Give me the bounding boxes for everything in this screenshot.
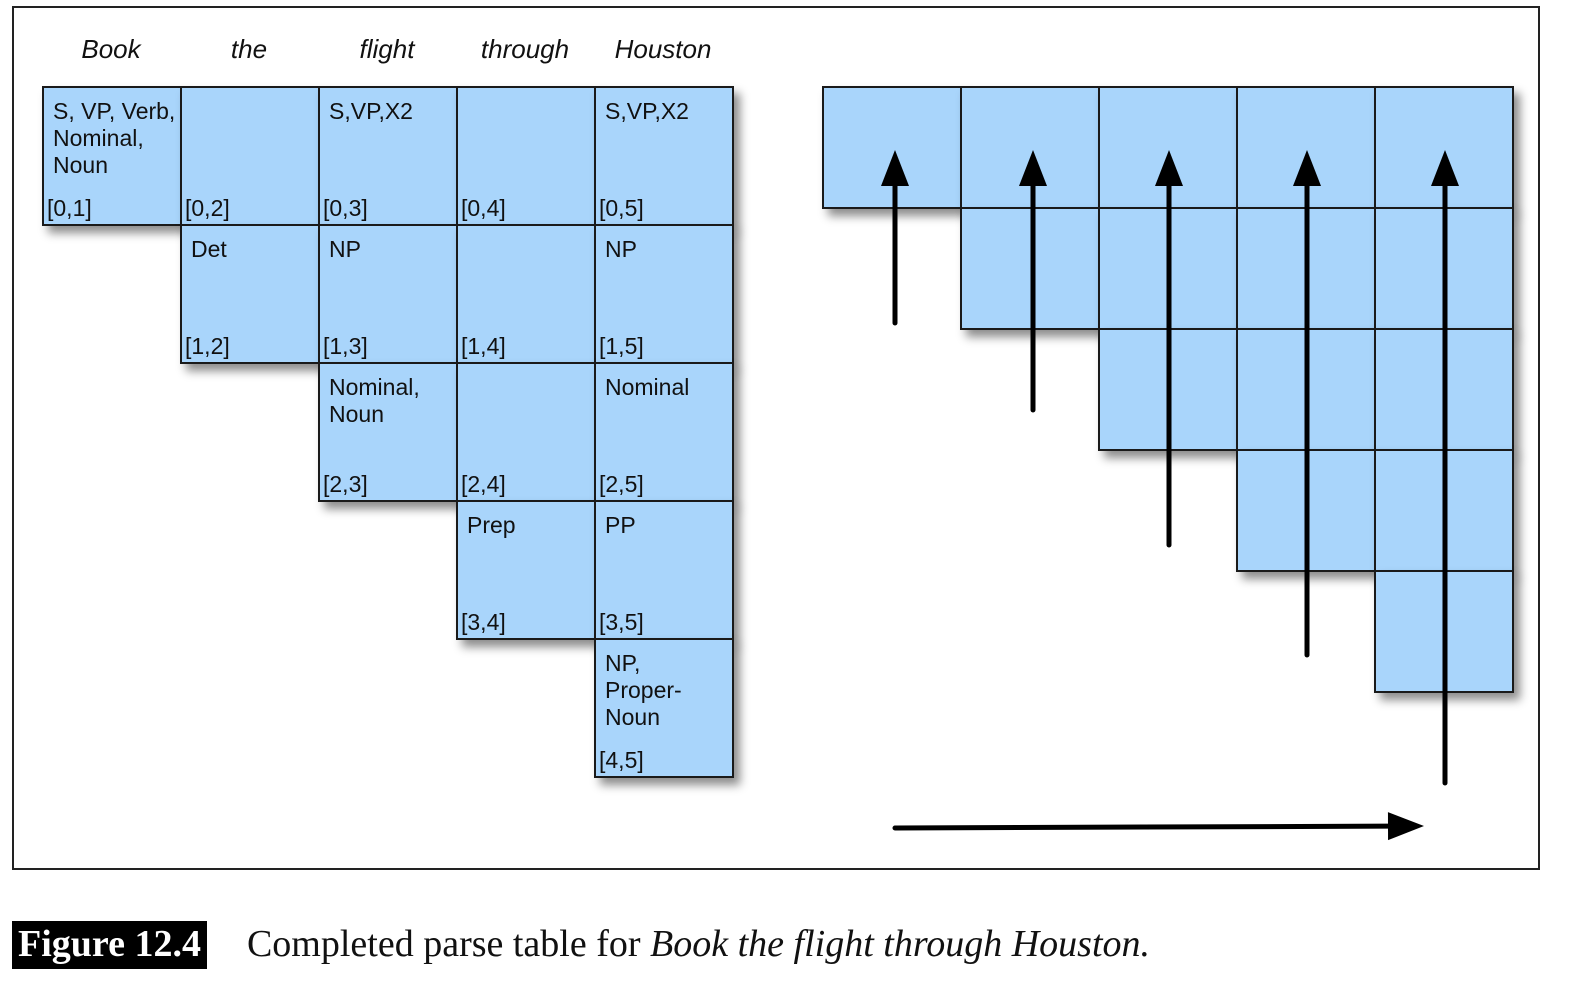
chart-cell-0-3: S,VP,X2 [0,3] <box>318 86 458 226</box>
cell-constituents: Prep <box>467 512 516 538</box>
chart-cell-0-5: S,VP,X2 [0,5] <box>594 86 734 226</box>
cell-constituents: NP, Proper- Noun <box>605 650 682 730</box>
chart-cell-0-4: [0,4] <box>456 86 596 226</box>
chart-cell-1-2: Det [1,2] <box>180 224 320 364</box>
cell-constituents: S,VP,X2 <box>329 98 413 124</box>
cell-constituents: S,VP,X2 <box>605 98 689 124</box>
caption-italic-sentence: Book the flight through Houston. <box>650 923 1151 965</box>
chart-cell-0-2: [0,2] <box>180 86 320 226</box>
cell-span-index: [0,3] <box>323 195 368 221</box>
chart-cell-4-5: NP, Proper- Noun [4,5] <box>594 638 734 778</box>
cell-constituents: Det <box>191 236 227 262</box>
cell-constituents: NP <box>605 236 637 262</box>
caption-text: Completed parse table for <box>246 923 651 965</box>
cell-constituents: Nominal <box>605 374 690 400</box>
word-3: flight <box>359 34 415 64</box>
chart-cell-2-3: Nominal, Noun [2,3] <box>318 362 458 502</box>
cell-constituents: Nominal, Noun <box>329 374 420 427</box>
cell-span-index: [1,5] <box>599 333 644 359</box>
word-2: the <box>230 34 268 64</box>
grid-cell-1-2 <box>960 207 1100 330</box>
figure-caption: Figure 12.4 Completed parse table for Boo… <box>12 921 1151 969</box>
cell-span-index: [1,2] <box>185 333 230 359</box>
cell-constituents: PP <box>605 512 636 538</box>
chart-cell-1-5: NP [1,5] <box>594 224 734 364</box>
up-arrow-column-5 <box>1431 150 1459 786</box>
cell-span-index: [2,5] <box>599 471 644 497</box>
up-arrow-column-3 <box>1155 150 1183 548</box>
chart-cell-3-5: PP [3,5] <box>594 500 734 640</box>
right-arrow-column-order <box>892 812 1424 841</box>
chart-cell-1-4: [1,4] <box>456 224 596 364</box>
chart-cell-2-4: [2,4] <box>456 362 596 502</box>
cell-span-index: [2,3] <box>323 471 368 497</box>
cell-span-index: [0,1] <box>47 195 92 221</box>
cell-span-index: [0,5] <box>599 195 644 221</box>
cell-span-index: [0,4] <box>461 195 506 221</box>
up-arrow-column-2 <box>1019 150 1047 413</box>
cell-constituents: NP <box>329 236 361 262</box>
cell-span-index: [1,3] <box>323 333 368 359</box>
cell-span-index: [3,5] <box>599 609 644 635</box>
word-4: through <box>480 34 570 64</box>
up-arrow-column-1 <box>881 150 909 326</box>
figure-label: Figure 12.4 <box>12 921 207 969</box>
cell-span-index: [1,4] <box>461 333 506 359</box>
cell-span-index: [2,4] <box>461 471 506 497</box>
cell-constituents: S, VP, Verb, Nominal, Noun <box>53 98 176 178</box>
word-5: Houston <box>614 34 712 64</box>
cell-span-index: [4,5] <box>599 747 644 773</box>
up-arrow-column-4 <box>1293 150 1321 658</box>
cell-span-index: [3,4] <box>461 609 506 635</box>
cell-span-index: [0,2] <box>185 195 230 221</box>
word-1: Book <box>81 34 141 64</box>
